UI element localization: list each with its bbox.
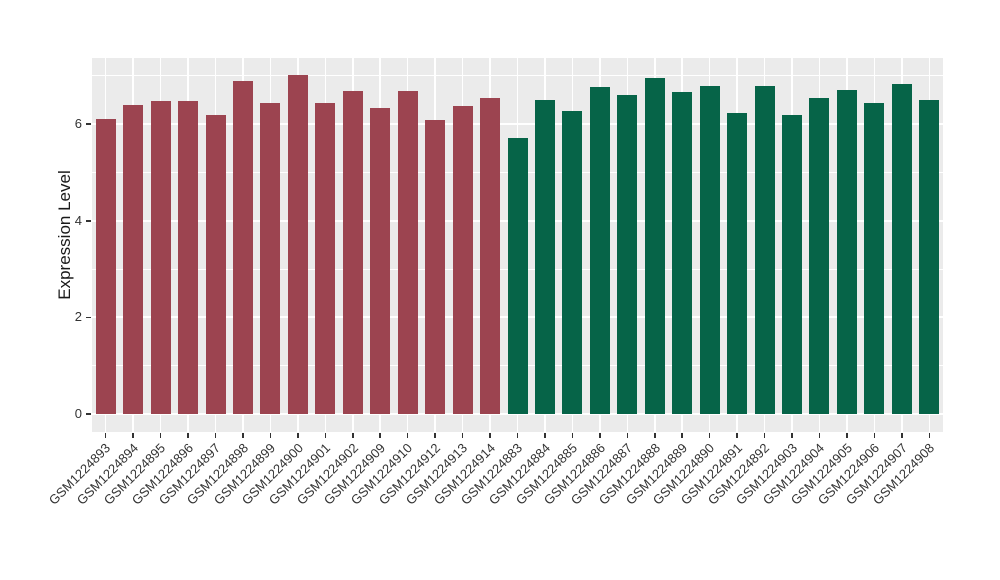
bar-GSM1224890 bbox=[699, 85, 720, 415]
x-tick-mark bbox=[763, 433, 766, 438]
bar-GSM1224896 bbox=[178, 100, 199, 415]
bar-GSM1224892 bbox=[754, 85, 775, 415]
bar-GSM1224886 bbox=[589, 86, 610, 415]
bar-GSM1224910 bbox=[397, 90, 418, 415]
y-tick-label: 6 bbox=[74, 116, 82, 132]
y-tick-mark bbox=[86, 123, 91, 125]
bar-GSM1224887 bbox=[617, 94, 638, 415]
bar-GSM1224907 bbox=[891, 84, 912, 415]
x-tick-mark bbox=[214, 433, 217, 438]
bar-GSM1224893 bbox=[95, 119, 116, 415]
x-tick-mark bbox=[406, 433, 409, 438]
bar-GSM1224903 bbox=[782, 114, 803, 415]
x-tick-mark bbox=[187, 433, 189, 438]
bar-GSM1224889 bbox=[672, 91, 693, 415]
bar-GSM1224914 bbox=[480, 97, 501, 415]
x-tick-mark bbox=[599, 433, 601, 438]
x-tick-mark bbox=[571, 433, 574, 438]
x-tick-mark bbox=[516, 433, 519, 438]
bar-GSM1224883 bbox=[507, 138, 528, 415]
x-tick-mark bbox=[928, 433, 931, 438]
x-tick-mark bbox=[626, 433, 629, 438]
x-tick-mark bbox=[681, 433, 683, 438]
x-tick-mark bbox=[846, 433, 848, 438]
bar-GSM1224888 bbox=[644, 78, 665, 415]
x-tick-mark bbox=[461, 433, 464, 438]
x-tick-mark bbox=[242, 433, 244, 438]
x-tick-mark bbox=[736, 433, 738, 438]
x-tick-mark bbox=[901, 433, 903, 438]
bar-GSM1224891 bbox=[727, 113, 748, 415]
y-tick-label: 0 bbox=[74, 406, 82, 422]
bar-GSM1224904 bbox=[809, 97, 830, 415]
x-tick-mark bbox=[159, 433, 162, 438]
y-axis-title: Expression Level bbox=[55, 170, 74, 300]
x-tick-mark bbox=[132, 433, 134, 438]
bar-GSM1224899 bbox=[260, 102, 281, 415]
bar-GSM1224897 bbox=[205, 114, 226, 415]
x-tick-mark bbox=[708, 433, 711, 438]
x-tick-mark bbox=[489, 433, 491, 438]
x-tick-mark bbox=[269, 433, 272, 438]
bar-GSM1224912 bbox=[425, 120, 446, 415]
x-tick-mark bbox=[544, 433, 546, 438]
x-tick-mark bbox=[818, 433, 821, 438]
y-tick-mark bbox=[86, 413, 91, 415]
bar-GSM1224885 bbox=[562, 111, 583, 415]
bar-GSM1224900 bbox=[287, 74, 308, 415]
bar-GSM1224906 bbox=[864, 103, 885, 415]
bar-GSM1224894 bbox=[123, 105, 144, 415]
bar-GSM1224909 bbox=[370, 108, 391, 415]
y-tick-mark bbox=[86, 220, 91, 222]
x-tick-mark bbox=[297, 433, 299, 438]
bar-GSM1224898 bbox=[232, 80, 253, 415]
y-tick-label: 2 bbox=[74, 309, 82, 325]
x-tick-mark bbox=[873, 433, 876, 438]
x-tick-mark bbox=[791, 433, 793, 438]
y-tick-mark bbox=[86, 316, 91, 319]
bar-GSM1224908 bbox=[919, 100, 940, 415]
bar-GSM1224902 bbox=[342, 90, 363, 415]
bar-GSM1224884 bbox=[534, 99, 555, 415]
bar-GSM1224901 bbox=[315, 102, 336, 415]
x-tick-mark bbox=[379, 433, 381, 438]
y-tick-label: 4 bbox=[74, 212, 82, 228]
x-tick-mark bbox=[654, 433, 656, 438]
x-tick-mark bbox=[104, 433, 107, 438]
bar-GSM1224905 bbox=[836, 90, 857, 415]
plot-panel bbox=[92, 58, 943, 432]
x-tick-mark bbox=[434, 433, 436, 438]
bar-GSM1224895 bbox=[150, 100, 171, 415]
x-tick-mark bbox=[324, 433, 327, 438]
bar-GSM1224913 bbox=[452, 106, 473, 415]
x-tick-mark bbox=[352, 433, 354, 438]
